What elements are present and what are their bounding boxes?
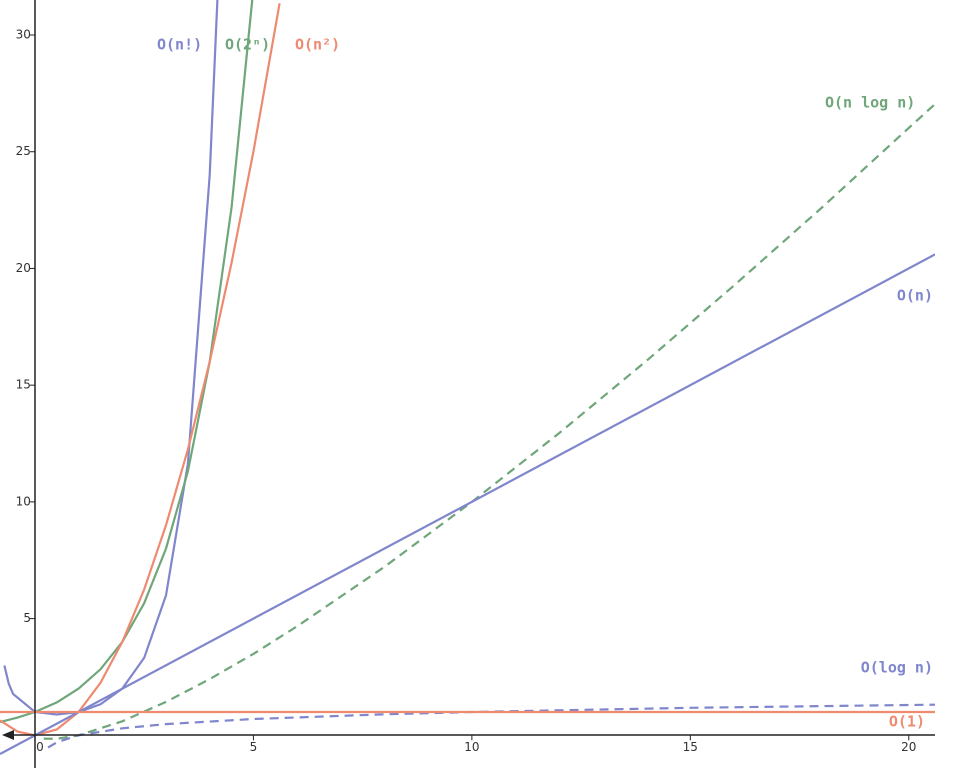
- y-tick-label: 20: [16, 261, 31, 275]
- curve: [0, 0, 254, 724]
- y-tick-label: 30: [16, 28, 31, 42]
- y-tick-label: 10: [16, 494, 31, 508]
- curve-label: O(n): [897, 287, 933, 305]
- x-tick-label: 5: [250, 740, 258, 754]
- curve-label: O(log n): [861, 659, 933, 677]
- x-tick-label: 15: [683, 740, 698, 754]
- y-tick-label: 5: [23, 611, 31, 625]
- curve-label: O(1): [889, 713, 925, 731]
- curve-label: O(n!): [157, 36, 202, 54]
- curve: [0, 3, 281, 737]
- y-tick-label: 15: [16, 378, 31, 392]
- curve: [3, 0, 219, 716]
- curve-label: O(n log n): [825, 94, 915, 112]
- axis-arrow: [2, 730, 14, 740]
- x-tick-label: 0: [36, 740, 44, 754]
- plot-area: [0, 0, 935, 755]
- x-tick-label: 20: [901, 740, 916, 754]
- x-tick-label: 10: [464, 740, 479, 754]
- curve-label: O(2ⁿ): [225, 36, 270, 54]
- curve-label: O(n²): [295, 36, 340, 54]
- curve: [0, 253, 935, 755]
- y-tick-label: 25: [16, 144, 31, 158]
- curve: [43, 103, 935, 740]
